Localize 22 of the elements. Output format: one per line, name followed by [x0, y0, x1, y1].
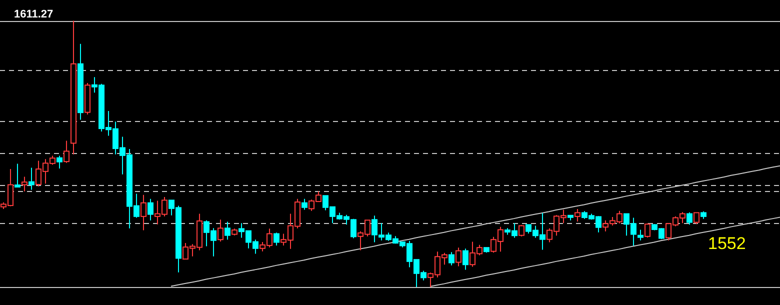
candlestick	[22, 176, 28, 192]
candlestick	[456, 247, 462, 267]
annotation: 1552	[708, 234, 746, 253]
candlestick	[302, 198, 308, 210]
candlestick	[218, 219, 224, 242]
candlestick	[148, 198, 154, 221]
candlestick	[448, 252, 454, 266]
candlestick	[518, 224, 524, 237]
candlestick	[574, 208, 580, 222]
candlestick	[140, 194, 146, 231]
candlestick	[462, 248, 468, 270]
candlestick	[694, 212, 700, 225]
candlestick	[224, 221, 230, 240]
candlestick	[274, 232, 280, 246]
annotation: 1611.27	[14, 8, 54, 21]
candlestick	[64, 140, 70, 164]
candlestick	[638, 229, 644, 241]
candlestick	[28, 167, 34, 190]
candlestick	[644, 222, 650, 238]
candlestick	[56, 155, 62, 169]
candlestick	[686, 212, 692, 226]
candlestick	[14, 163, 20, 188]
